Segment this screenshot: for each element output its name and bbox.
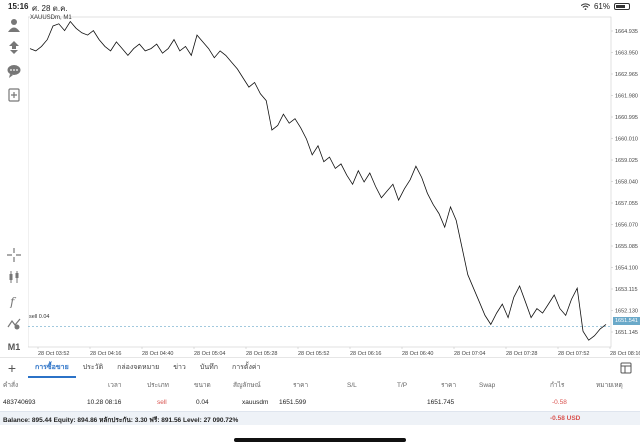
balance-summary: Balance: 895.44 Equity: 894.86 หลักประกั…	[3, 417, 239, 424]
x-tick-label: 28 Oct 06:16	[350, 351, 382, 357]
orders-header-row: คำสั่ง เวลา ประเภท ขนาด สัญลักษณ์ ราคา S…	[0, 379, 640, 392]
chart-svg[interactable]: 1664.935 1663.950 1662.965 1661.980 1660.995…	[28, 12, 640, 357]
function-icon[interactable]: f	[5, 292, 23, 310]
y-tick-label: 1655.085	[615, 244, 638, 250]
x-tick-label: 28 Oct 07:04	[454, 351, 486, 357]
order-current-price: 1651.745	[427, 399, 455, 406]
y-tick-label: 1653.115	[615, 287, 638, 293]
header-type: ประเภท	[147, 382, 169, 389]
order-id: 483740693	[3, 399, 36, 406]
current-price-tag: 1651.541	[613, 317, 640, 325]
add-order-button[interactable]: +	[7, 359, 17, 376]
order-time: 10.28 08:16	[87, 399, 122, 406]
y-tick-label: 1656.070	[615, 223, 638, 229]
header-swap: Swap	[479, 382, 496, 389]
tab-5[interactable]: การตั้งค่า	[231, 363, 261, 371]
y-tick-label: 1663.950	[615, 51, 638, 57]
profile-icon[interactable]	[5, 16, 23, 34]
order-symbol: xauusdm	[242, 399, 269, 406]
order-row[interactable]: 483740693 10.28 08:16 sell 0.04 xauusdm …	[0, 396, 640, 410]
balance-bar: Balance: 895.44 Equity: 894.86 หลักประกั…	[0, 411, 640, 425]
y-tick-label: 1657.055	[615, 201, 638, 207]
y-tick-label: 1652.130	[615, 309, 638, 315]
objects-icon[interactable]	[5, 314, 23, 332]
trade-up-down-icon[interactable]	[5, 38, 23, 56]
total-profit: -0.58 USD	[550, 415, 581, 422]
new-order-icon[interactable]	[5, 86, 23, 104]
wifi-icon	[580, 3, 590, 10]
header-symbol: สัญลักษณ์	[233, 382, 261, 389]
price-chart[interactable]: 1664.935 1663.950 1662.965 1661.980 1660.995…	[28, 12, 640, 357]
header-tp: T/P	[397, 382, 408, 389]
tab-4[interactable]: บันทึก	[199, 363, 218, 371]
x-tick-label: 28 Oct 05:04	[194, 351, 226, 357]
x-tick-label: 28 Oct 07:52	[558, 351, 590, 357]
bottom-tab-bar: + การซื้อขาย ประวัติ กล่องจดหมาย ข่าว บันทึก…	[0, 357, 640, 378]
order-open-price: 1651.599	[279, 399, 307, 406]
header-open-price: ราคา	[293, 382, 309, 389]
chart-symbol-label: XAUUSDm, M1	[30, 15, 72, 21]
y-tick-label: 1662.965	[615, 72, 638, 78]
y-tick-label: 1658.040	[615, 180, 638, 186]
x-tick-label: 28 Oct 03:52	[38, 351, 70, 357]
plot-frame	[28, 16, 612, 348]
panel-toggle-icon[interactable]	[620, 362, 632, 374]
y-tick-label: 1664.935	[615, 29, 638, 35]
header-time: เวลา	[108, 382, 122, 389]
battery-icon	[614, 3, 630, 10]
tab-2[interactable]: กล่องจดหมาย	[117, 363, 160, 371]
candlestick-icon[interactable]	[5, 268, 23, 286]
y-tick-label: 1654.100	[615, 266, 638, 272]
status-date: ศ. 28 ต.ค.	[32, 4, 68, 13]
order-volume: 0.04	[196, 399, 209, 406]
order-profit: -0.58	[552, 399, 567, 406]
battery-percent: 61%	[593, 2, 610, 11]
sell-order-label: sell 0.04	[29, 314, 50, 320]
header-profit: กำไร	[550, 382, 565, 389]
header-order: คำสั่ง	[3, 382, 19, 389]
x-tick-label: 28 Oct 04:16	[90, 351, 122, 357]
tab-0[interactable]: การซื้อขาย	[28, 358, 76, 378]
y-tick-label: 1661.980	[615, 94, 638, 100]
y-tick-label: 1660.010	[615, 137, 638, 143]
x-tick-label: 28 Oct 05:28	[246, 351, 278, 357]
timeframe-button[interactable]: M1	[7, 342, 21, 352]
x-tick-label: 28 Oct 04:40	[142, 351, 174, 357]
y-tick-label: 1651.145	[615, 330, 638, 336]
x-tick-label: 28 Oct 07:28	[506, 351, 538, 357]
order-type: sell	[157, 399, 167, 406]
x-tick-label: 28 Oct 06:40	[402, 351, 434, 357]
y-tick-label: 1660.995	[615, 115, 638, 121]
home-indicator[interactable]	[234, 438, 406, 442]
x-tick-label: 28 Oct 05:52	[298, 351, 330, 357]
header-current-price: ราคา	[441, 382, 457, 389]
svg-text:f: f	[9, 295, 17, 308]
tab-1[interactable]: ประวัติ	[82, 363, 104, 371]
clock: 15:16	[8, 2, 29, 11]
left-toolbar: f M1	[0, 12, 28, 357]
tab-3[interactable]: ข่าว	[173, 363, 186, 371]
y-tick-label: 1659.025	[615, 158, 638, 164]
header-sl: S/L	[347, 382, 357, 389]
chat-icon[interactable]	[5, 62, 23, 80]
x-tick-label: 28 Oct 08:16	[610, 351, 640, 357]
crosshair-icon[interactable]	[5, 246, 23, 264]
header-volume: ขนาด	[194, 382, 211, 389]
status-bar: 15:16 ศ. 28 ต.ค. 61%	[0, 0, 640, 13]
header-comment: หมายเหตุ	[596, 382, 623, 389]
price-line	[29, 20, 607, 341]
